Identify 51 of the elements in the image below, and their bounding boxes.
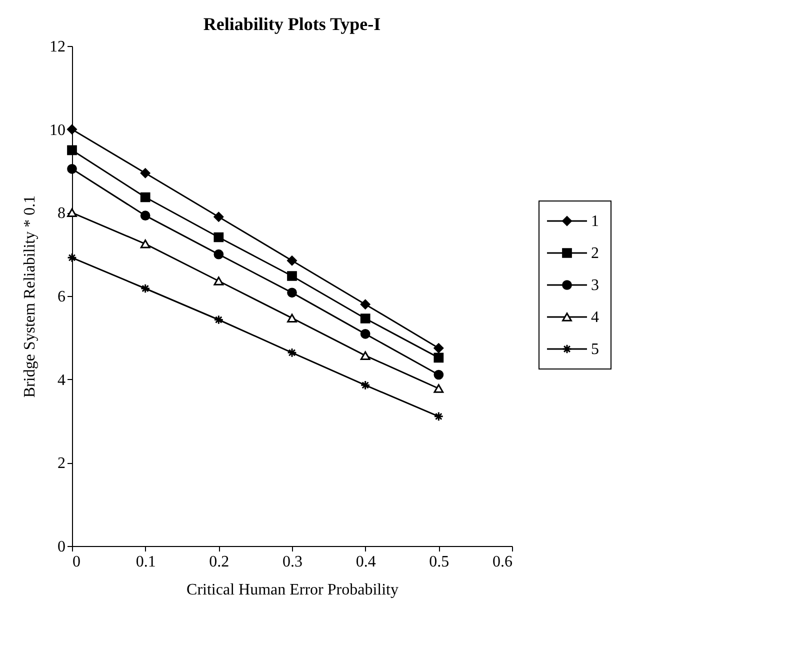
point: [287, 348, 297, 358]
point: [67, 145, 77, 156]
x-tick-label: 0.5: [429, 554, 450, 570]
point: [287, 314, 297, 322]
point: [214, 232, 224, 242]
y-tick-label: 8: [58, 205, 66, 222]
point: [214, 314, 224, 325]
x-axis-title: Critical Human Error Probability: [186, 582, 398, 598]
point: [140, 192, 150, 202]
point: [360, 314, 370, 324]
x-tick-label: 0.6: [492, 554, 512, 570]
point: [67, 252, 77, 263]
point: [214, 249, 224, 260]
point: [140, 284, 150, 294]
point: [360, 328, 370, 339]
chart-title: Reliability Plots Type-I: [203, 14, 381, 34]
point: [67, 124, 77, 134]
point: [140, 240, 150, 248]
x-tick-label: 0.3: [282, 554, 302, 570]
legend-label: 3: [591, 277, 599, 294]
legend-label: 2: [591, 245, 599, 262]
x-tick-label: 0.2: [209, 554, 230, 570]
point: [360, 380, 370, 390]
y-tick-label: 2: [58, 455, 66, 472]
point: [360, 351, 370, 360]
point: [434, 370, 444, 380]
y-tick-label: 10: [50, 122, 66, 139]
legend-label: 4: [591, 309, 599, 326]
legend-label: 1: [591, 213, 599, 230]
point: [360, 299, 370, 310]
point: [214, 276, 224, 286]
y-tick-label: 0: [58, 538, 66, 556]
point: [434, 352, 444, 363]
point: [434, 411, 444, 422]
point: [287, 288, 297, 298]
point: [214, 212, 224, 222]
x-tick-label: 0.4: [356, 554, 376, 570]
x-tick-label: 0.1: [136, 554, 156, 570]
y-axis-title: Bridge System Reliability * 0.1: [22, 195, 38, 398]
y-tick-label: 12: [50, 38, 66, 56]
point: [67, 164, 77, 174]
point: [140, 168, 150, 178]
y-tick-label: 6: [58, 288, 66, 306]
legend-label: 5: [591, 341, 599, 358]
point: [287, 271, 297, 281]
point: [434, 343, 444, 354]
point: [140, 210, 150, 221]
y-tick-label: 4: [58, 372, 66, 389]
x-tick-label: 0: [72, 554, 80, 570]
point: [287, 256, 297, 266]
point: [434, 384, 444, 393]
